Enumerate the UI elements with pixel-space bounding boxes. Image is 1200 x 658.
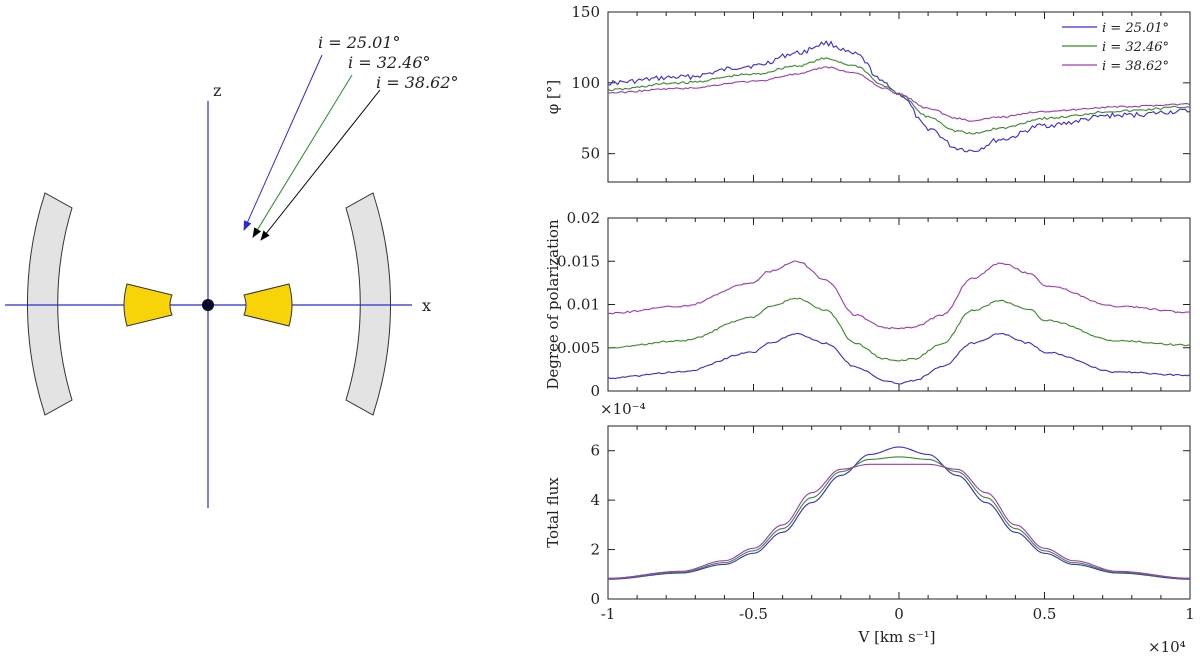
flux-plot-frame [607, 425, 1191, 600]
line-of-sight-arrow-1 [243, 54, 323, 231]
polarization-ytick-label: 0.005 [557, 339, 600, 357]
flux-xtick-label: -0.5 [739, 605, 768, 623]
left-torus-wedge [123, 283, 173, 327]
flux-ytick-label: 4 [590, 491, 600, 509]
polarization-ylabel: Degree of polarization [544, 219, 562, 390]
left-dust-shell [27, 192, 73, 416]
polarization-panel: 0 0.005 0.01 0.015 0.02 Degree of polarizatio… [544, 209, 1191, 400]
legend-label-1: i = 25.01° [1102, 21, 1169, 36]
flux-ytick-label: 0 [590, 590, 600, 608]
flux-series-3 [608, 463, 1190, 579]
inclination-label-3: i = 38.62° [376, 73, 459, 92]
z-axis-label: z [213, 81, 221, 100]
phi-ytick-label: 50 [581, 145, 600, 163]
phi-panel: 50 100 150 φ [°] [544, 3, 1191, 183]
polarization-ytick-label: 0.015 [557, 252, 600, 270]
x-multiplier: ×10⁴ [1148, 638, 1186, 656]
geometry-diagram: x z i = 25.01° i = 32.46° i = 38.62° [5, 33, 459, 508]
flux-ytick-label: 6 [590, 442, 600, 460]
polarization-ytick-label: 0 [590, 382, 600, 400]
flux-xtick-label: 1 [1185, 605, 1195, 623]
flux-series-1 [608, 446, 1190, 580]
polarization-ytick-label: 0.01 [567, 296, 600, 314]
x-axis-title: V [km s⁻¹] [857, 628, 935, 646]
flux-xtick-label: 0.5 [1033, 605, 1057, 623]
polarization-series-3 [607, 260, 1191, 330]
legend-label-2: i = 32.46° [1102, 40, 1169, 55]
phi-series-3 [607, 66, 1191, 122]
flux-xtick-label: -1 [601, 605, 616, 623]
polarization-series-1 [607, 332, 1191, 385]
legend: i = 25.01° i = 32.46° i = 38.62° [1062, 21, 1169, 74]
y-multiplier-flux: ×10⁻⁴ [600, 400, 646, 418]
line-of-sight-arrow-2 [252, 74, 353, 238]
phi-series-1 [607, 40, 1191, 153]
inclination-label-2: i = 32.46° [348, 53, 431, 72]
flux-ylabel: Total flux [544, 477, 562, 548]
phi-series-2 [607, 57, 1191, 135]
flux-series-2 [608, 456, 1190, 580]
line-of-sight-arrow-3 [260, 89, 381, 241]
inclination-label-1: i = 25.01° [318, 33, 401, 52]
flux-panel: 0 2 4 6 -1 -0.5 0 0.5 1 Total flux [544, 425, 1195, 623]
phi-ytick-label: 100 [571, 74, 600, 92]
right-torus-wedge [243, 283, 293, 327]
polarization-series-2 [607, 297, 1191, 362]
phi-ytick-label: 150 [571, 3, 600, 21]
phi-ylabel: φ [°] [544, 80, 562, 114]
flux-xtick-label: 0 [894, 605, 904, 623]
x-axis-label: x [422, 296, 431, 315]
phi-plot-frame [607, 11, 1191, 183]
flux-ytick-label: 2 [590, 541, 600, 559]
right-dust-shell [345, 192, 391, 416]
polarization-ytick-label: 0.02 [567, 209, 600, 227]
central-source [202, 299, 214, 311]
legend-label-3: i = 38.62° [1102, 59, 1169, 74]
